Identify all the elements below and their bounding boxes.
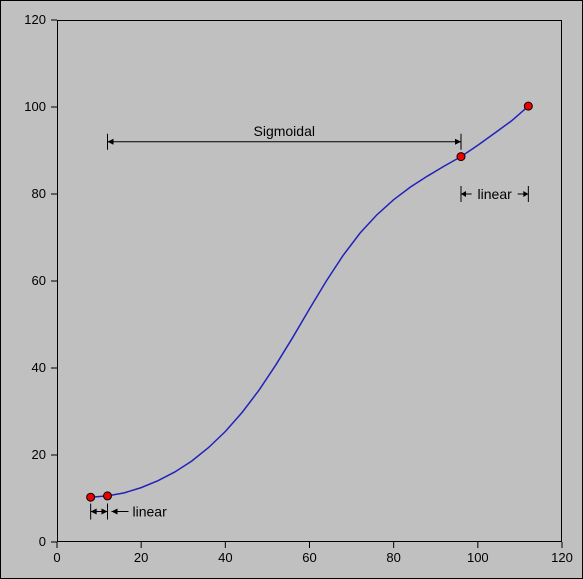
annotation-label: linear — [133, 504, 168, 520]
y-tick-label: 0 — [39, 534, 46, 549]
x-tick-label: 0 — [53, 550, 60, 565]
annotation-label: linear — [478, 186, 513, 202]
data-marker — [457, 153, 465, 161]
plot-area — [58, 21, 562, 542]
x-tick-label: 80 — [386, 550, 400, 565]
y-tick-label: 120 — [24, 12, 46, 27]
x-tick-label: 100 — [467, 550, 489, 565]
x-tick-label: 20 — [134, 550, 148, 565]
data-marker — [104, 492, 112, 500]
x-tick-label: 60 — [302, 550, 316, 565]
y-tick-label: 20 — [32, 447, 46, 462]
x-tick-label: 120 — [551, 550, 573, 565]
y-tick-label: 60 — [32, 273, 46, 288]
chart-container: 0 20 40 60 80 100 120 0 20 40 60 80 100 120 Sigmoidal l… — [0, 0, 583, 579]
data-marker — [87, 493, 95, 501]
y-tick-label: 100 — [24, 99, 46, 114]
y-tick-label: 40 — [32, 360, 46, 375]
x-tick-label: 40 — [218, 550, 232, 565]
data-marker — [524, 102, 532, 110]
annotation-label: Sigmoidal — [254, 123, 315, 139]
y-tick-label: 80 — [32, 186, 46, 201]
chart-svg: 0 20 40 60 80 100 120 0 20 40 60 80 100 120 Sigmoidal l… — [0, 0, 583, 579]
